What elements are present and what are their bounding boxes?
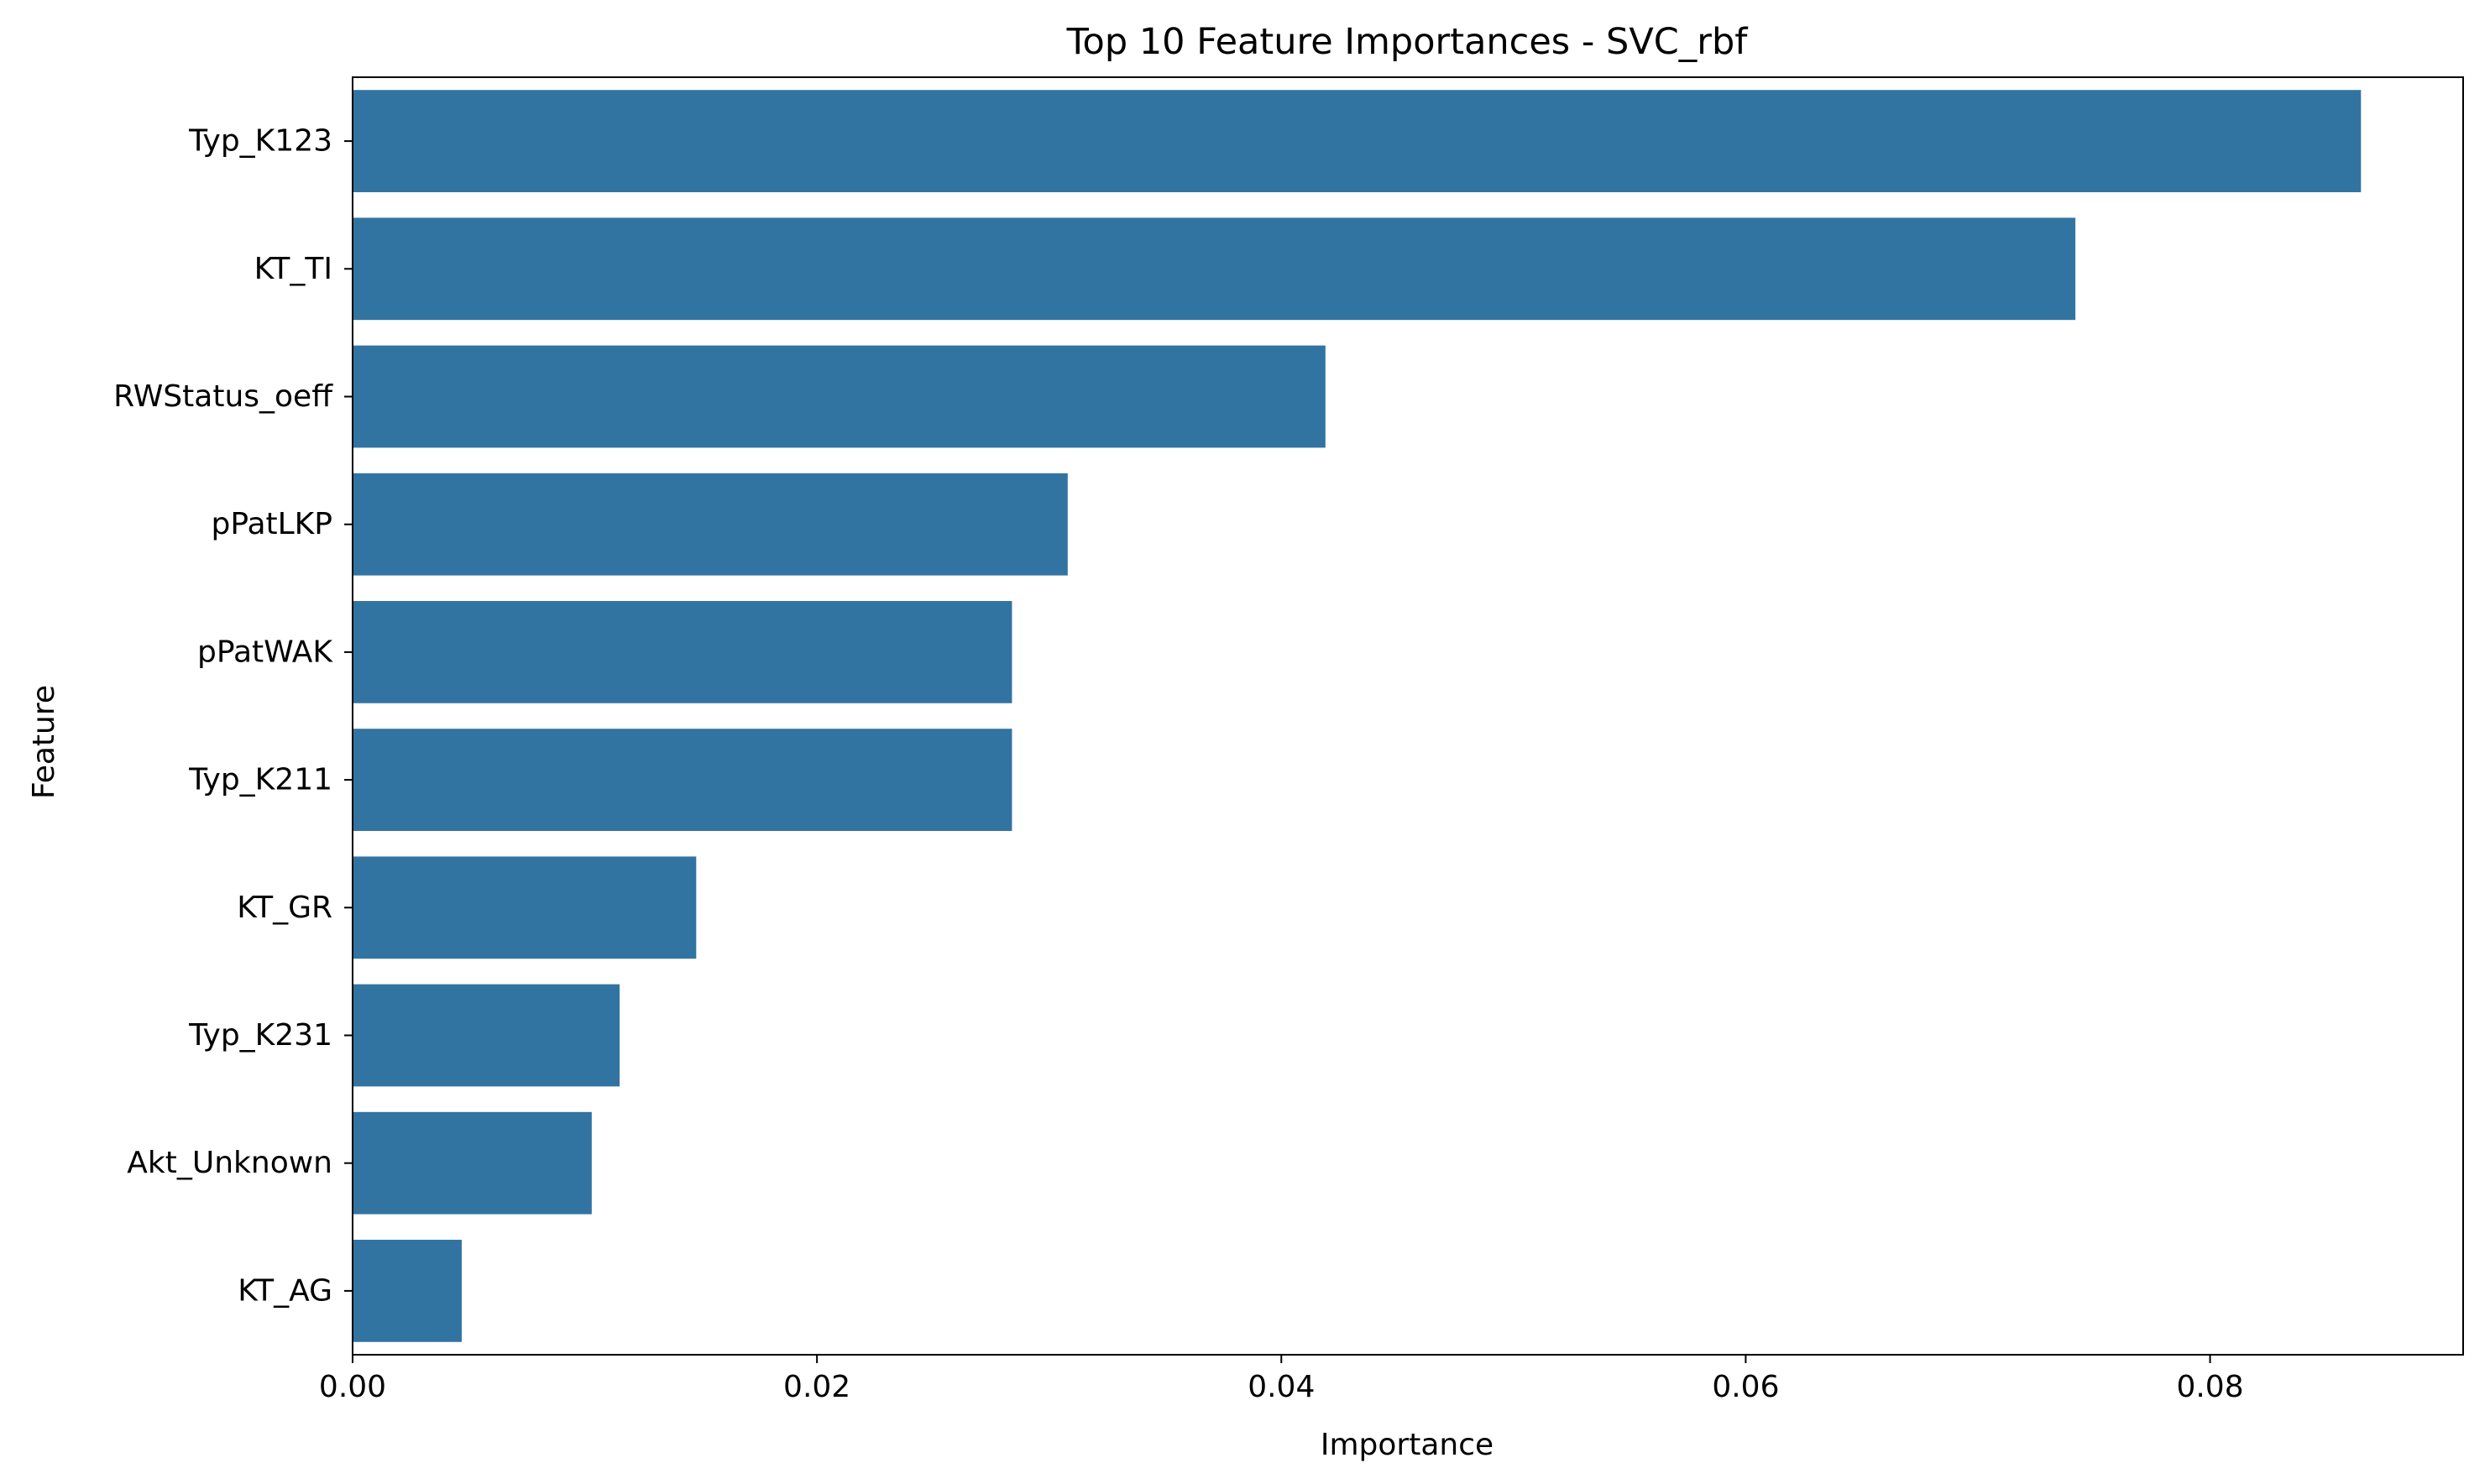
y-tick-label: pPatLKP — [212, 507, 333, 541]
y-tick-label: Typ_K231 — [188, 1018, 332, 1053]
plot-frame — [352, 76, 2464, 1356]
x-tick-label: 0.08 — [2176, 1370, 2243, 1404]
y-tick-label: RWStatus_oeff — [113, 379, 333, 414]
x-axis: 0.00 0.02 0.04 0.06 0.08 — [319, 1355, 2244, 1404]
bar-rwstatus-oeff — [353, 345, 1326, 448]
bar-typ-k231 — [353, 984, 620, 1087]
bar-akt-unknown — [353, 1111, 592, 1215]
x-axis-label: Importance — [1321, 1428, 1493, 1462]
y-tick-label: Typ_K211 — [188, 763, 332, 797]
bar-typ-k123 — [353, 90, 2362, 192]
bar-ppatlkp — [353, 473, 1068, 576]
bar-kt-gr — [353, 856, 697, 959]
y-tick-label: pPatWAK — [197, 635, 333, 669]
x-tick-label: 0.04 — [1248, 1370, 1315, 1404]
bar-kt-ti — [353, 217, 2076, 321]
y-axis: Typ_K123 KT_TI RWStatus_oeff pPatLKP pPatWAK… — [113, 124, 353, 1308]
y-tick-label: KT_GR — [237, 891, 332, 925]
y-axis-label: Feature — [27, 685, 61, 799]
y-tick-label: KT_AG — [238, 1273, 332, 1308]
y-tick-label: Typ_K123 — [188, 124, 332, 159]
y-tick-label: KT_TI — [254, 252, 332, 286]
x-tick-label: 0.02 — [783, 1370, 850, 1404]
y-tick-label: Akt_Unknown — [127, 1146, 332, 1180]
bar-ppatwak — [353, 601, 1012, 703]
bars-layer — [353, 90, 2362, 1342]
x-tick-label: 0.06 — [1712, 1370, 1779, 1404]
bar-kt-ag — [353, 1240, 462, 1342]
chart-title: Top 10 Feature Importances - SVC_rbf — [1066, 21, 1749, 63]
bar-typ-k211 — [353, 729, 1012, 831]
x-tick-label: 0.00 — [319, 1370, 386, 1404]
